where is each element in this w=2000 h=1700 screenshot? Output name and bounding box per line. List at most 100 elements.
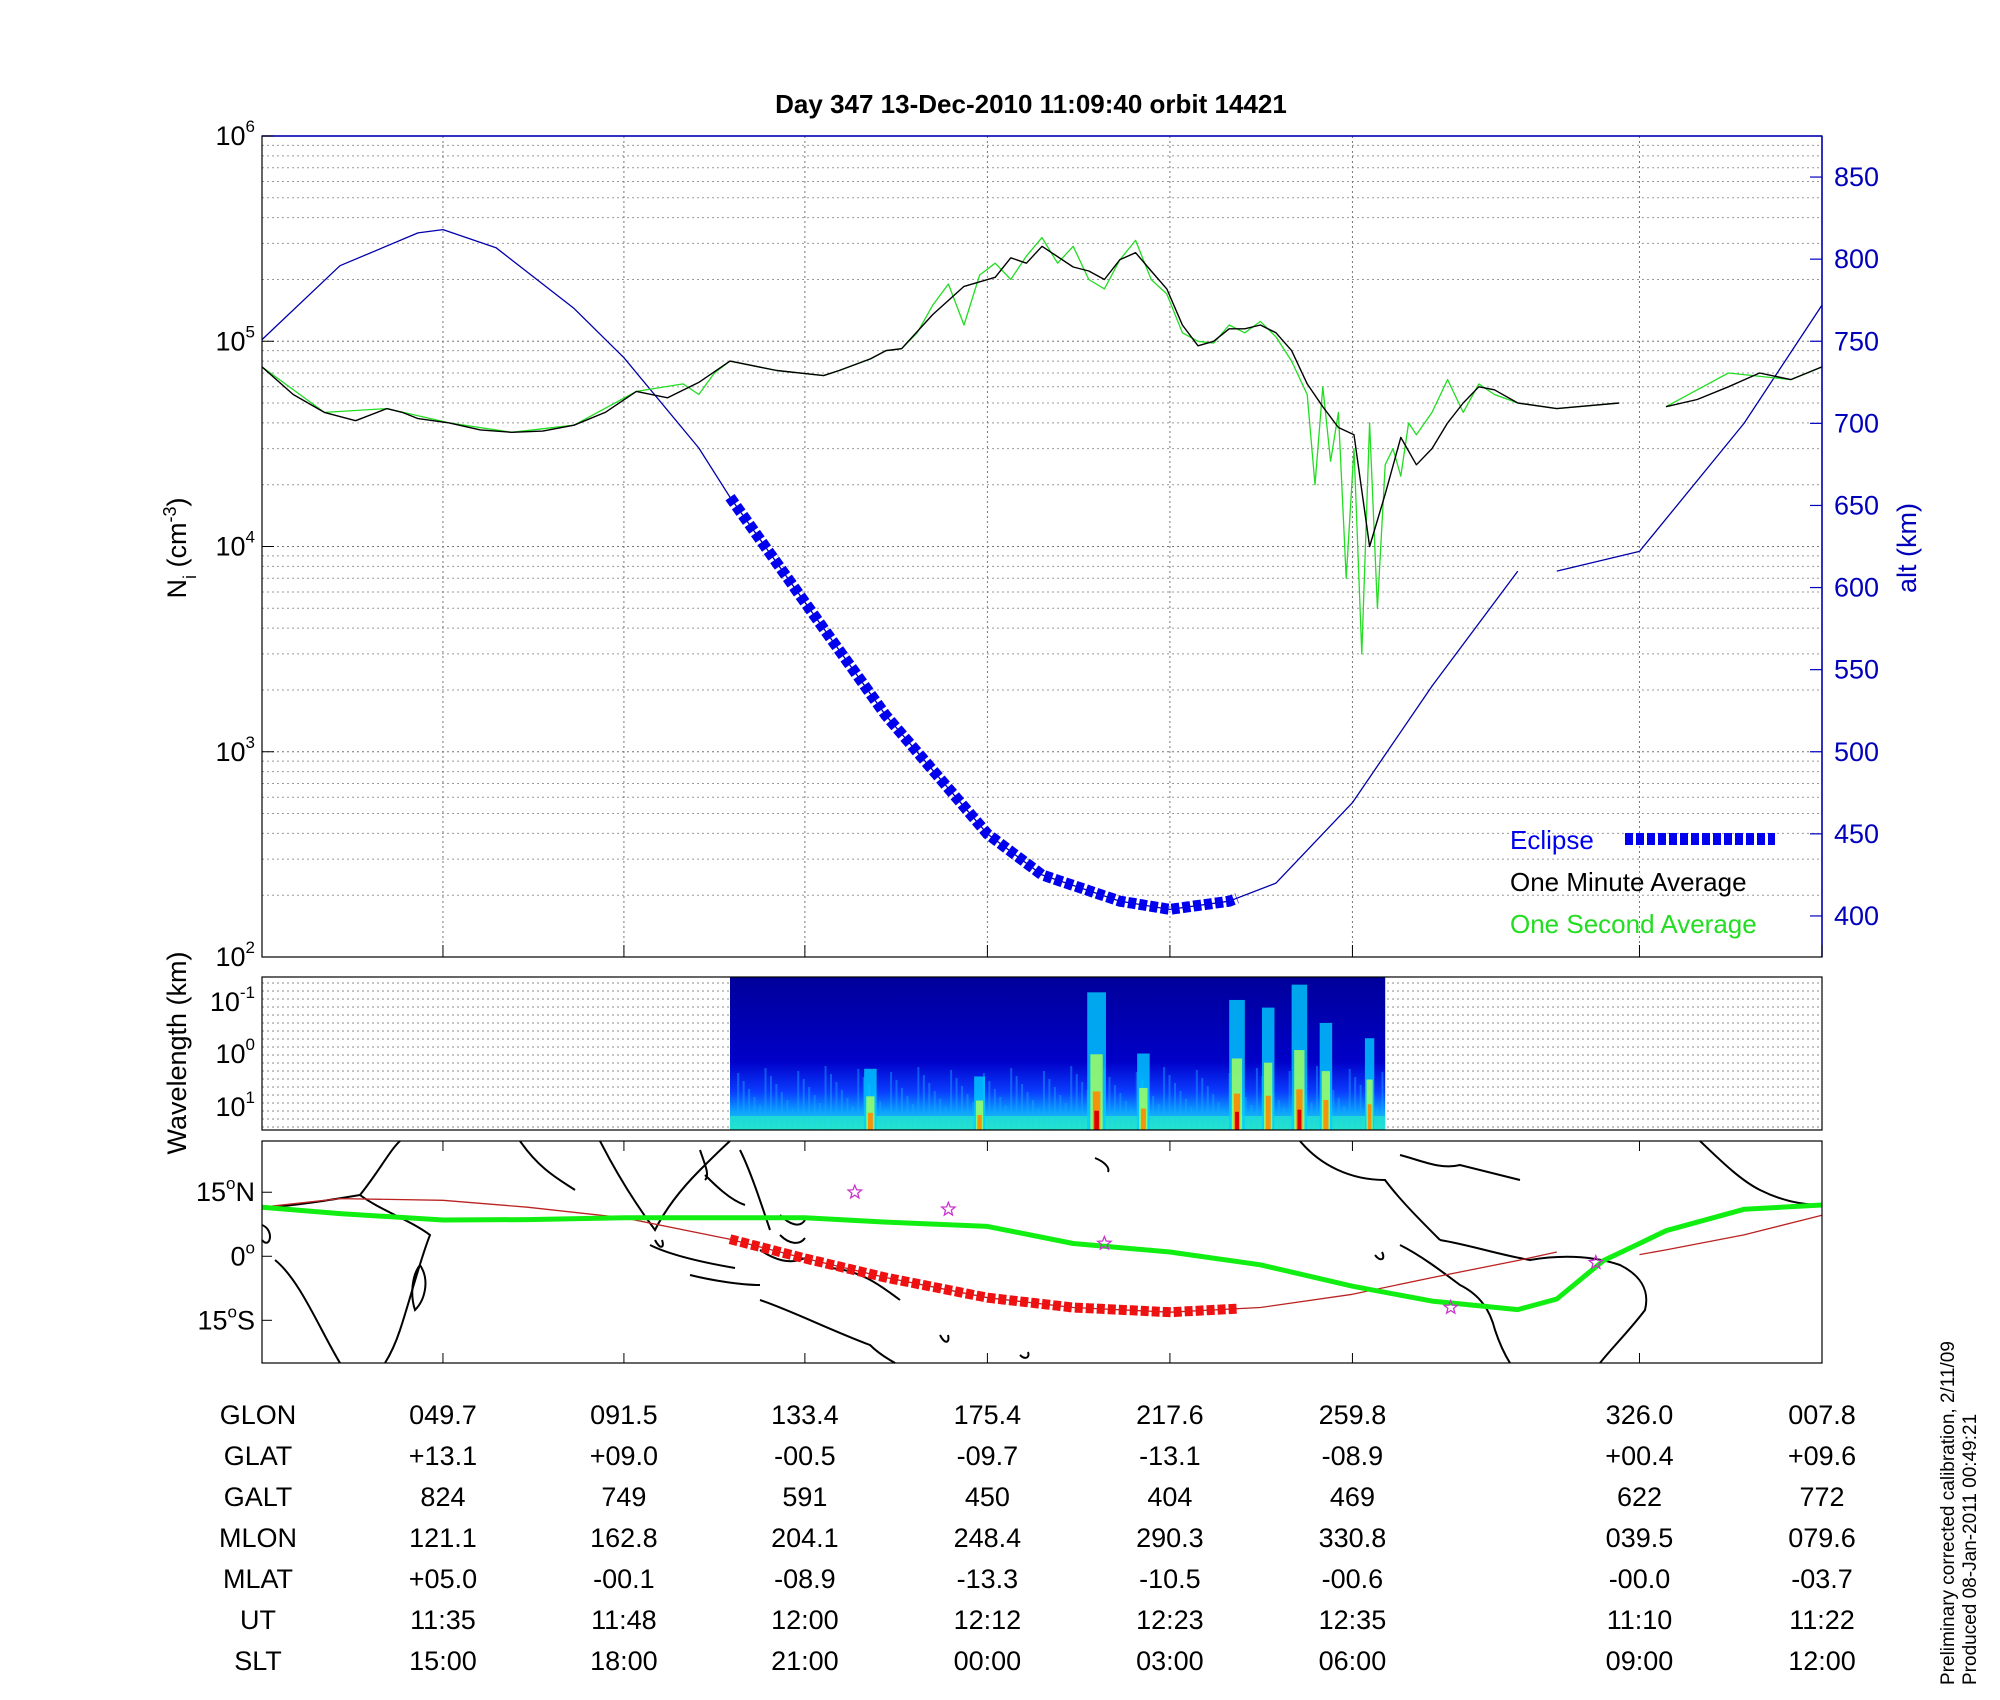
- table-cell: +05.0: [408, 1564, 478, 1594]
- table-cell: -00.6: [1321, 1564, 1384, 1594]
- table-cell: 404: [1147, 1482, 1193, 1512]
- eclipse-segment: [725, 494, 1239, 915]
- map-y-tick-hemisphere: N: [236, 1177, 256, 1207]
- spectrogram-y-tick-exponent: -1: [240, 983, 255, 1002]
- table-cell: 12:00: [1788, 1646, 1856, 1676]
- table-cell: 11:35: [410, 1605, 476, 1635]
- altitude-axis-label: alt (km): [1892, 503, 1922, 593]
- table-cell: 11:22: [1789, 1605, 1855, 1635]
- table-cell: -13.3: [956, 1564, 1019, 1594]
- map-y-tick-degree: o: [246, 1238, 255, 1257]
- table-cell: -09.7: [956, 1441, 1019, 1471]
- spectrogram-burst-peak: [1367, 1104, 1372, 1130]
- star-marker: [1096, 1234, 1113, 1251]
- star-marker: [1587, 1253, 1605, 1270]
- spectrogram-burst-peak: [867, 1112, 873, 1130]
- map-axis-frame: [261, 1140, 1823, 1364]
- table-cell: 03:00: [1136, 1646, 1204, 1676]
- table-cell: 217.6: [1136, 1400, 1204, 1430]
- table-cell: 15:00: [409, 1646, 477, 1676]
- spectrogram-burst-max: [1297, 1109, 1302, 1130]
- table-cell: 12:00: [771, 1605, 839, 1635]
- spectrogram-y-tick-exponent: 0: [246, 1035, 255, 1054]
- table-cell: 330.8: [1318, 1523, 1387, 1553]
- table-cell: 12:23: [1136, 1605, 1204, 1635]
- spectrogram-background: [730, 977, 1386, 1130]
- table-cell: 772: [1799, 1482, 1845, 1512]
- table-row-label: GALT: [223, 1482, 293, 1512]
- spectrogram-burst-max: [1235, 1111, 1239, 1130]
- table-cell: 591: [782, 1482, 828, 1512]
- star-marker: [939, 1200, 957, 1217]
- table-cell: +09.0: [589, 1441, 659, 1471]
- map-plot-area: [262, 1141, 1822, 1363]
- density-y-tick-exponent: 6: [246, 117, 255, 136]
- table-cell: 039.5: [1605, 1523, 1674, 1553]
- table-row-label: GLON: [219, 1400, 297, 1430]
- table-cell: 09:00: [1605, 1646, 1674, 1676]
- spectrogram-burst-peak: [1323, 1100, 1329, 1130]
- table-row-label: MLAT: [222, 1564, 293, 1594]
- table-cell: 290.3: [1136, 1523, 1204, 1553]
- table-cell: 204.1: [771, 1523, 839, 1553]
- table-cell: 12:35: [1318, 1605, 1387, 1635]
- table-cell: 21:00: [771, 1646, 839, 1676]
- table-cell: 133.4: [771, 1400, 839, 1430]
- map-series: [261, 1183, 1823, 1318]
- table-cell: 06:00: [1318, 1646, 1387, 1676]
- table-cell: 079.6: [1788, 1523, 1856, 1553]
- altitude-tick-label: 850: [1834, 162, 1879, 192]
- table-cell: -10.5: [1139, 1564, 1201, 1594]
- table-cell: +00.4: [1605, 1441, 1674, 1471]
- table-cell: -08.9: [774, 1564, 836, 1594]
- table-cell: +09.6: [1787, 1441, 1857, 1471]
- spectrogram-axis-frame: [261, 976, 1823, 1131]
- table-cell: 11:48: [591, 1605, 657, 1635]
- spectrogram-burst-peak: [1092, 1091, 1101, 1130]
- altitude-tick-label: 700: [1834, 408, 1879, 438]
- table-cell: 049.7: [409, 1400, 477, 1430]
- table-cell: 326.0: [1605, 1400, 1674, 1430]
- legend-eclipse-label: Eclipse: [1510, 825, 1594, 855]
- credit-line-1: Preliminary corrected calibration, 2/11/…: [1938, 1341, 1959, 1685]
- table-cell: -00.1: [593, 1564, 655, 1594]
- spectrogram-y-tick-label: 10-1: [210, 983, 255, 1017]
- table-cell: 622: [1616, 1482, 1662, 1512]
- table-cell: 121.1: [409, 1523, 477, 1553]
- spectrogram-burst-max: [1094, 1110, 1099, 1130]
- legend: Eclipse One Minute Average One Second Av…: [1510, 825, 1775, 939]
- map-y-tick-degree: o: [228, 1302, 237, 1321]
- legend-one-minute-label: One Minute Average: [1510, 867, 1747, 897]
- density-y-tick-exponent: 2: [246, 938, 255, 957]
- table-row-label: GLAT: [223, 1441, 293, 1471]
- map-y-tick-label: 15oS: [197, 1302, 255, 1335]
- spectrogram-y-tick-exponent: 1: [246, 1088, 255, 1107]
- altitude-tick-label: 500: [1834, 737, 1879, 767]
- table-cell: 091.5: [590, 1400, 658, 1430]
- table-row-label: UT: [240, 1605, 276, 1635]
- spectrogram-burst-peak: [1265, 1095, 1271, 1130]
- table-cell: -03.7: [1791, 1564, 1853, 1594]
- table-cell: 175.4: [953, 1400, 1022, 1430]
- density-series: [261, 228, 1823, 915]
- map-y-tick-label: 15oN: [196, 1174, 255, 1207]
- orbit-ground-track: [261, 1202, 1823, 1313]
- table-cell: 469: [1329, 1482, 1375, 1512]
- table-cell: -00.5: [774, 1441, 836, 1471]
- altitude-tick-label: 550: [1834, 655, 1879, 685]
- table-cell: 18:00: [590, 1646, 658, 1676]
- altitude-tick-label: 650: [1834, 490, 1879, 520]
- table-cell: 450: [964, 1482, 1010, 1512]
- altitude-tick-label: 600: [1834, 573, 1879, 603]
- spectrogram-low-band: [730, 1116, 1386, 1130]
- table-cell: 749: [601, 1482, 647, 1512]
- star-marker: [846, 1183, 864, 1200]
- map-y-tick-hemisphere: S: [237, 1305, 255, 1335]
- spectrogram-burst-peak: [1140, 1108, 1146, 1130]
- density-y-tick-exponent: 4: [246, 528, 255, 547]
- table-cell: 00:00: [953, 1646, 1022, 1676]
